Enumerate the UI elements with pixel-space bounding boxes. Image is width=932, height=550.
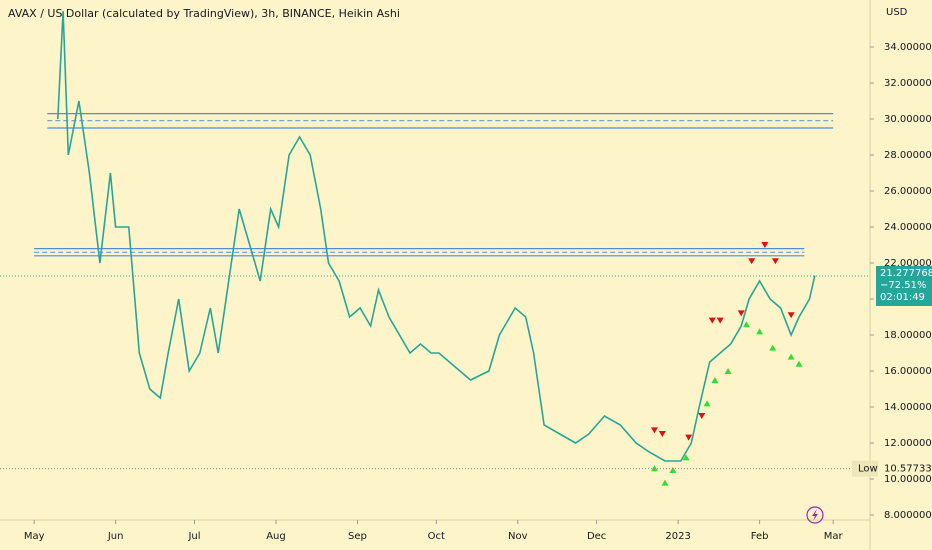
x-tick-label: Jun	[107, 531, 124, 542]
last-price-label: 21.2777687	[880, 268, 932, 279]
buy-signal	[724, 368, 732, 374]
y-tick-label: 14.0000000	[884, 402, 932, 413]
sell-signal	[658, 431, 666, 437]
buy-signal	[682, 454, 690, 461]
sell-signal	[737, 310, 745, 317]
sell-signal	[748, 258, 756, 265]
x-tick-label: Jul	[187, 531, 200, 542]
x-tick-label: Mar	[824, 531, 844, 542]
x-tick-label: Dec	[587, 531, 606, 542]
buy-signal	[711, 377, 719, 383]
chart-title: AVAX / US Dollar (calculated by TradingV…	[8, 7, 400, 20]
currency: USD	[886, 7, 908, 18]
y-tick-label: 26.0000000	[884, 186, 932, 197]
y-tick-label: 22.0000000	[884, 258, 932, 269]
buy-signal	[703, 400, 711, 407]
countdown: 02:01:49	[880, 292, 925, 303]
x-tick-label: Nov	[508, 531, 528, 542]
x-tick-label: May	[24, 531, 45, 542]
sell-signal	[787, 312, 795, 319]
price-line	[57, 10, 816, 462]
low-value: 10.5773322	[884, 464, 932, 475]
x-tick-label: Aug	[266, 531, 286, 542]
x-tick-label: Oct	[428, 531, 445, 542]
y-tick-label: 10.0000000	[884, 474, 932, 485]
y-tick-label: 18.0000000	[884, 330, 932, 341]
y-tick-label: 32.0000000	[884, 78, 932, 89]
y-tick-label: 24.0000000	[884, 222, 932, 233]
sell-signal	[650, 427, 658, 434]
y-tick-label: 30.0000000	[884, 114, 932, 125]
x-tick-label: 2023	[665, 531, 690, 542]
buy-signal	[669, 467, 677, 473]
last-price-box	[876, 266, 932, 307]
buy-signal	[756, 328, 764, 335]
buy-signal	[742, 321, 750, 328]
y-tick-label: 34.0000000	[884, 42, 932, 53]
x-tick-label: Feb	[751, 531, 769, 542]
buy-signal	[787, 353, 795, 360]
sell-signal	[716, 317, 724, 324]
low-tag-label: Low	[858, 464, 878, 475]
sell-signal	[698, 413, 706, 419]
sell-signal	[685, 434, 693, 441]
low-tag	[852, 460, 878, 477]
sell-signal	[771, 258, 779, 265]
price-change: −72.51%	[880, 280, 927, 291]
buy-signal	[795, 360, 803, 367]
x-tick-label: Sep	[348, 531, 367, 542]
sell-signal	[708, 317, 716, 324]
y-tick-label: 8.0000000	[884, 510, 932, 521]
y-tick-label: 12.0000000	[884, 438, 932, 449]
lightning-icon	[806, 506, 824, 524]
y-tick-label: 16.0000000	[884, 366, 932, 377]
buy-signal	[661, 479, 669, 486]
sell-signal	[761, 242, 769, 248]
y-tick-label: 28.0000000	[884, 150, 932, 161]
buy-signal	[769, 344, 777, 351]
